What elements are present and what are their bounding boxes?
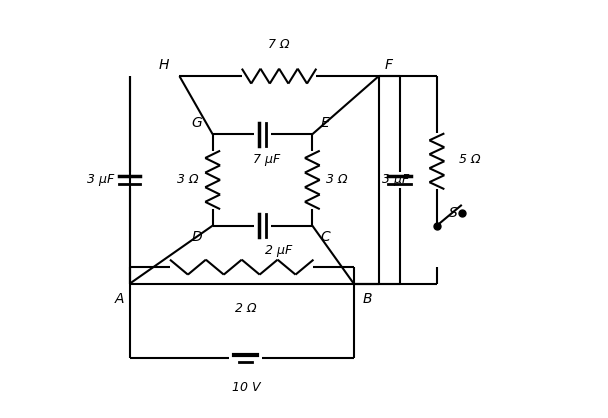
Text: 3 Ω: 3 Ω: [177, 173, 198, 186]
Text: E: E: [320, 116, 330, 130]
Text: A: A: [114, 292, 124, 306]
Text: 3 Ω: 3 Ω: [326, 173, 348, 186]
Text: B: B: [362, 292, 371, 306]
Text: 3 μF: 3 μF: [382, 173, 409, 186]
Text: S: S: [449, 206, 458, 220]
Text: G: G: [192, 116, 202, 130]
Text: C: C: [320, 230, 330, 244]
Text: 7 Ω: 7 Ω: [268, 38, 290, 51]
Text: 3 μF: 3 μF: [87, 173, 114, 186]
Text: 2 Ω: 2 Ω: [235, 302, 257, 315]
Text: 5 Ω: 5 Ω: [459, 153, 481, 166]
Text: 10 V: 10 V: [232, 381, 260, 394]
Text: D: D: [192, 230, 202, 244]
Text: H: H: [159, 58, 169, 72]
Text: 7 μF: 7 μF: [253, 153, 280, 166]
Text: 2 μF: 2 μF: [266, 244, 292, 257]
Text: F: F: [385, 58, 393, 72]
